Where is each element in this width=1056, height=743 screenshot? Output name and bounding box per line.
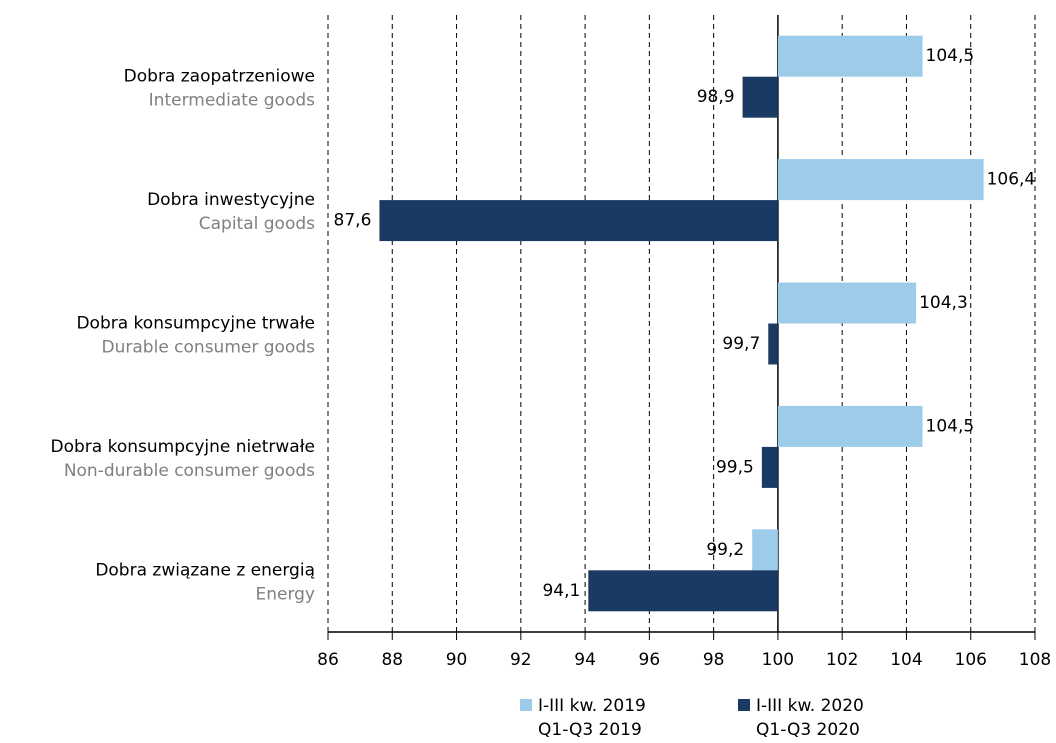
legend-swatch bbox=[520, 699, 532, 711]
legend-label: I-III kw. 2019 bbox=[538, 696, 646, 716]
legend-label-en: Q1-Q3 2019 bbox=[538, 720, 642, 739]
bar bbox=[777, 35, 923, 77]
value-label: 104,3 bbox=[919, 293, 968, 313]
x-tick-label: 88 bbox=[381, 650, 403, 670]
x-tick-label: 90 bbox=[446, 650, 468, 670]
category-label-en: Durable consumer goods bbox=[102, 338, 316, 358]
legend-swatch bbox=[738, 699, 750, 711]
category-label: Dobra konsumpcyjne nietrwałe bbox=[51, 437, 315, 457]
value-label: 99,7 bbox=[722, 334, 760, 354]
value-label: 94,1 bbox=[542, 581, 580, 601]
x-tick-label: 86 bbox=[317, 650, 339, 670]
x-tick-label: 108 bbox=[1019, 650, 1051, 670]
bar bbox=[379, 200, 778, 242]
x-tick-label: 98 bbox=[703, 650, 725, 670]
x-tick-label: 100 bbox=[762, 650, 794, 670]
value-label: 99,5 bbox=[716, 457, 754, 477]
x-tick-label: 94 bbox=[574, 650, 596, 670]
category-label: Dobra związane z energią bbox=[95, 560, 315, 580]
x-tick-label: 102 bbox=[826, 650, 858, 670]
bar bbox=[777, 159, 984, 201]
bar bbox=[761, 446, 778, 488]
category-label: Dobra inwestycyjne bbox=[147, 190, 315, 210]
value-label: 98,9 bbox=[697, 87, 735, 107]
category-label: Dobra konsumpcyjne trwałe bbox=[76, 314, 315, 334]
bar bbox=[742, 76, 778, 118]
category-label-en: Energy bbox=[255, 584, 315, 604]
bar bbox=[777, 405, 923, 447]
value-label: 106,4 bbox=[987, 170, 1036, 190]
x-tick-label: 96 bbox=[639, 650, 661, 670]
bar bbox=[752, 529, 778, 571]
value-label: 104,5 bbox=[926, 46, 975, 66]
category-label-en: Capital goods bbox=[199, 214, 315, 234]
category-label-en: Non-durable consumer goods bbox=[64, 461, 315, 481]
category-label: Dobra zaopatrzeniowe bbox=[124, 67, 315, 87]
x-tick-label: 92 bbox=[510, 650, 532, 670]
x-tick-label: 106 bbox=[955, 650, 987, 670]
bar bbox=[777, 282, 917, 324]
legend-label: I-III kw. 2020 bbox=[756, 696, 864, 716]
category-label-en: Intermediate goods bbox=[149, 91, 315, 111]
legend-label-en: Q1-Q3 2020 bbox=[756, 720, 860, 739]
bar bbox=[588, 570, 778, 612]
x-tick-label: 104 bbox=[890, 650, 922, 670]
value-label: 99,2 bbox=[706, 540, 744, 560]
bar bbox=[768, 323, 778, 365]
value-label: 87,6 bbox=[334, 211, 372, 231]
value-label: 104,5 bbox=[926, 416, 975, 436]
